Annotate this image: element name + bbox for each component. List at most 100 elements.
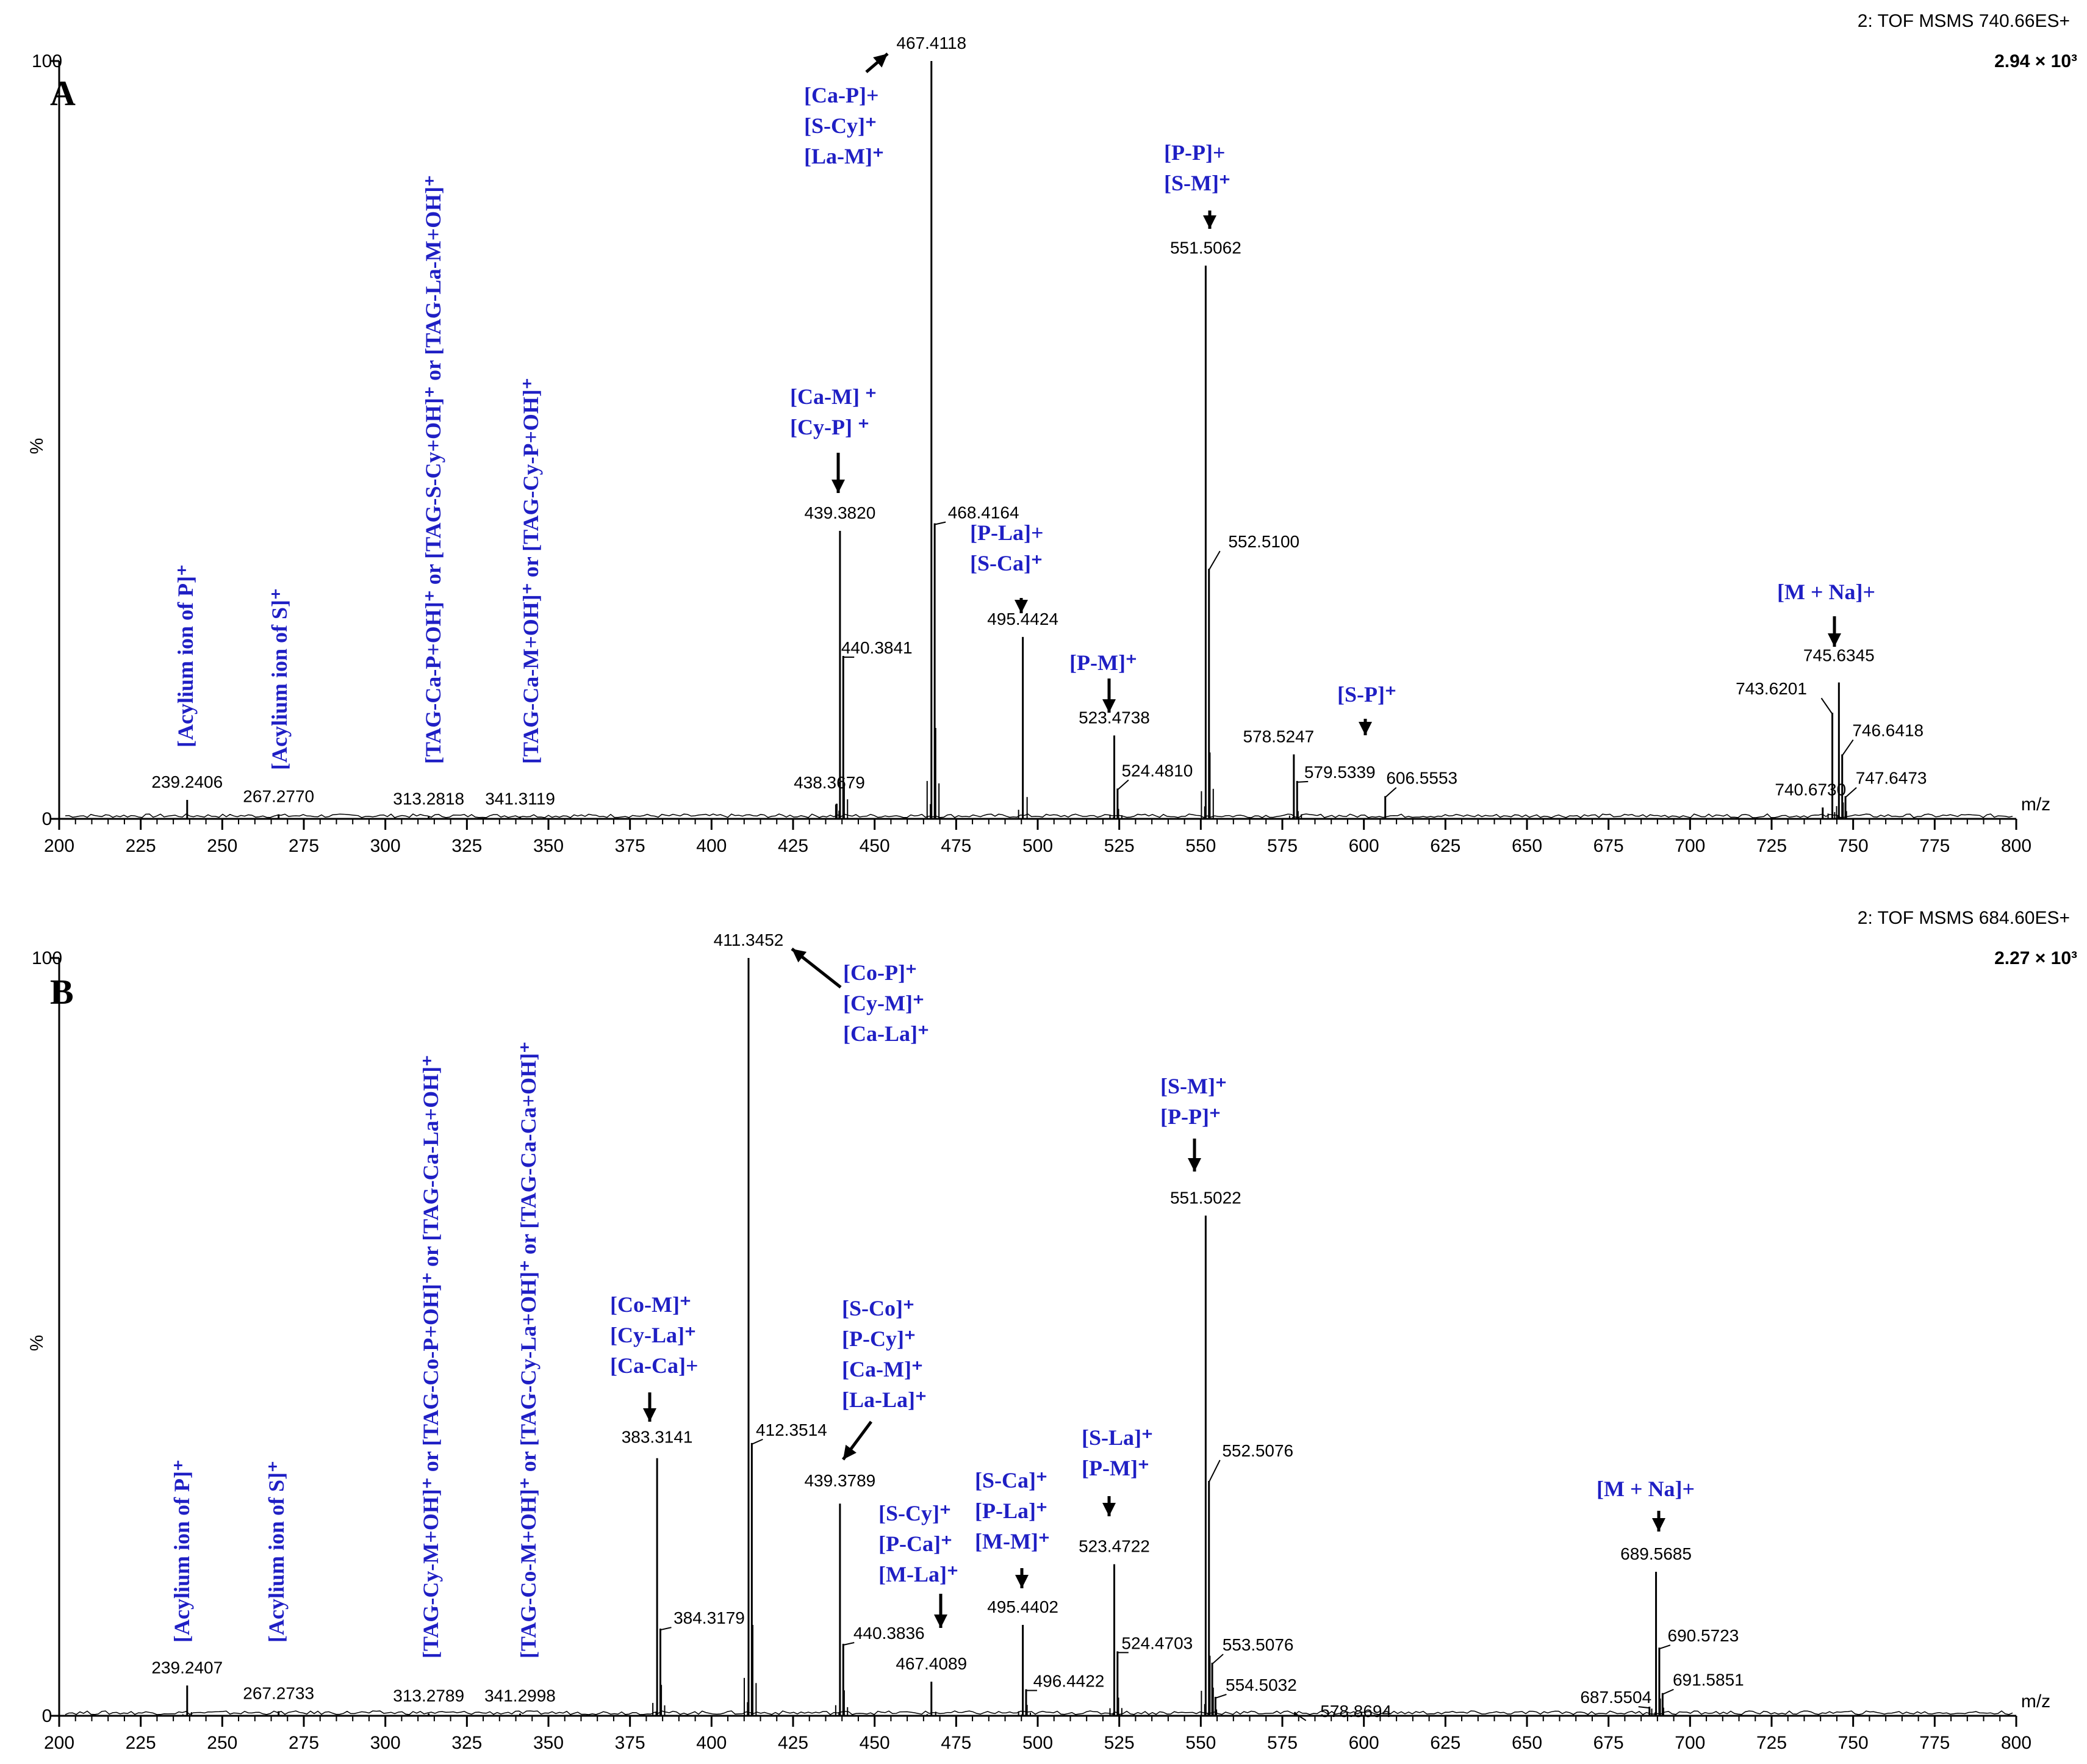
fragment-annotation: [Co-P]⁺ [Cy-M]⁺ [Ca-La]⁺ <box>791 948 929 1046</box>
fragment-label: [M-La]⁺ <box>878 1562 958 1586</box>
spectrum-panel-a: 0 100% 200 225 250 275 300 325 350 375 400 425 450 47… <box>27 11 2077 856</box>
fragment-label: [P-P]+ <box>1164 140 1225 165</box>
peak-label: 523.4722 <box>1079 1537 1150 1556</box>
peak-label: 551.5022 <box>1170 1188 1241 1207</box>
fragment-label: [Cy-P] ⁺ <box>790 415 869 439</box>
y-axis-label: % <box>27 1335 47 1352</box>
fragment-label: [S-M]⁺ <box>1164 171 1230 195</box>
x-tick-label: 625 <box>1430 1733 1460 1753</box>
fragment-label: [Ca-P]+ <box>804 83 878 107</box>
fragment-label: [P-M]⁺ <box>1082 1456 1149 1480</box>
fragment-annotation: [P-M]⁺ <box>1069 650 1137 713</box>
peak-label: 746.6418 <box>1852 721 1924 740</box>
peak-label-leader <box>1215 1694 1227 1699</box>
x-tick-label: 800 <box>2001 836 2031 856</box>
fragment-label: [M + Na]+ <box>1597 1477 1695 1501</box>
x-tick-label: 250 <box>207 1733 237 1753</box>
fragment-label: [S-Co]⁺ <box>842 1296 914 1320</box>
peak-label: 267.2733 <box>243 1684 314 1703</box>
annotation-arrow-head <box>873 54 888 68</box>
peak-label: 468.4164 <box>948 503 1019 522</box>
peak-label: 495.4402 <box>987 1597 1058 1616</box>
fragment-annotation: [S-Ca]⁺ [P-La]⁺ [M-M]⁺ <box>975 1468 1050 1588</box>
annotation-arrow-head <box>1015 600 1028 613</box>
x-tick-label: 200 <box>44 836 74 856</box>
peak-label: 553.5076 <box>1223 1635 1294 1654</box>
x-tick-label: 675 <box>1593 836 1624 856</box>
peak-label-leader <box>1841 739 1854 756</box>
peak-label: 552.5100 <box>1228 532 1299 551</box>
peak-label-leader <box>1820 697 1833 715</box>
x-tick-label: 275 <box>289 836 319 856</box>
fragment-label: [P-Cy]⁺ <box>842 1327 916 1351</box>
baseline-noise <box>65 1710 2013 1715</box>
fragment-annotation: [M + Na]+ <box>1777 580 1875 647</box>
peak-label: 745.6345 <box>1803 646 1875 664</box>
x-tick-label: 375 <box>615 1733 645 1753</box>
fragment-annotation: [S-M]⁺ [P-P]⁺ <box>1160 1074 1227 1172</box>
peak-label: 383.3141 <box>622 1428 693 1447</box>
x-tick-label: 350 <box>533 1733 564 1753</box>
x-tick-label: 350 <box>533 836 564 856</box>
x-tick-label: 550 <box>1185 836 1216 856</box>
x-tick-label: 800 <box>2001 1733 2031 1753</box>
x-tick-label: 725 <box>1756 836 1787 856</box>
fragment-label: [P-Ca]⁺ <box>878 1532 952 1556</box>
fragment-label: [Ca-M]⁺ <box>842 1357 923 1381</box>
x-tick-label: 325 <box>451 836 482 856</box>
fragment-label: [P-La]⁺ <box>975 1499 1047 1523</box>
peak-label: 554.5032 <box>1226 1676 1297 1694</box>
peak-label-leader <box>1208 1460 1221 1483</box>
fragment-annotation: [M + Na]+ <box>1597 1477 1695 1532</box>
peak-label-leader <box>1659 1644 1671 1650</box>
x-tick-label: 250 <box>207 836 237 856</box>
x-tick-label: 725 <box>1756 1733 1787 1753</box>
x-tick-label: 475 <box>941 1733 971 1753</box>
peak-label: 551.5062 <box>1170 238 1241 257</box>
peak-label: 384.3179 <box>674 1608 745 1627</box>
peak-label-leader <box>843 1642 855 1646</box>
fragment-annotation: [S-P]⁺ <box>1337 682 1396 735</box>
peak-label-leader <box>1845 787 1857 798</box>
peak-label: 578.5247 <box>1243 727 1314 746</box>
x-tick-label: 475 <box>941 836 971 856</box>
peak-label: 467.4089 <box>896 1654 967 1673</box>
peak-label-leader <box>660 1627 672 1631</box>
fragment-annotation: [P-P]+ [S-M]⁺ <box>1164 140 1230 229</box>
peak-label: 495.4424 <box>987 610 1058 628</box>
fragment-label: [M-M]⁺ <box>975 1529 1050 1553</box>
y-tick-label: 100 <box>32 51 62 71</box>
peak-label: 691.5851 <box>1673 1671 1744 1690</box>
x-tick-label: 400 <box>696 1733 727 1753</box>
spectrum-panel-b: 0 100% 200 225 250 275 300 325 350 375 400 425 450 47… <box>27 908 2077 1753</box>
intensity-scale: 2.94 × 10³ <box>1994 51 2077 71</box>
x-tick-label: 325 <box>451 1733 482 1753</box>
peak-label: 747.6473 <box>1856 769 1927 788</box>
peak-label: 313.2818 <box>393 789 464 808</box>
x-tick-label: 450 <box>860 836 890 856</box>
x-tick-label: 575 <box>1267 1733 1298 1753</box>
peak-label: 579.5339 <box>1304 763 1376 782</box>
fragment-annotation: [Ca-P]+ [S-Cy]⁺ [La-M]⁺ <box>804 52 889 168</box>
x-tick-label: 650 <box>1512 1733 1542 1753</box>
peak-label: 689.5685 <box>1620 1544 1692 1563</box>
peak-label: 313.2789 <box>393 1686 464 1705</box>
vertical-fragment-label: [TAG-Ca-P+OH]⁺ or [TAG-S-Cy+OH]⁺ or [TAG… <box>421 175 445 764</box>
peak-label-leader <box>1295 1712 1307 1721</box>
vertical-fragment-label: [TAG-Ca-M+OH]⁺ or [TAG-Cy-P+OH]⁺ <box>519 378 543 764</box>
peak-label: 438.3679 <box>794 773 865 792</box>
x-tick-label: 500 <box>1022 1733 1053 1753</box>
fragment-label: [S-M]⁺ <box>1160 1074 1227 1098</box>
x-tick-label: 300 <box>370 836 401 856</box>
annotation-arrow-head <box>1203 215 1216 229</box>
x-tick-label: 525 <box>1104 1733 1135 1753</box>
peak-label: 239.2407 <box>151 1658 223 1677</box>
x-tick-label: 700 <box>1675 836 1705 856</box>
fragment-label: [S-La]⁺ <box>1082 1425 1153 1450</box>
peak-label: 523.4738 <box>1079 708 1150 727</box>
fragment-label: [P-P]⁺ <box>1160 1104 1221 1129</box>
x-tick-label: 300 <box>370 1733 401 1753</box>
peak-label: 239.2406 <box>151 772 223 791</box>
fragment-annotation: [P-La]+ [S-Ca]⁺ <box>970 520 1043 613</box>
